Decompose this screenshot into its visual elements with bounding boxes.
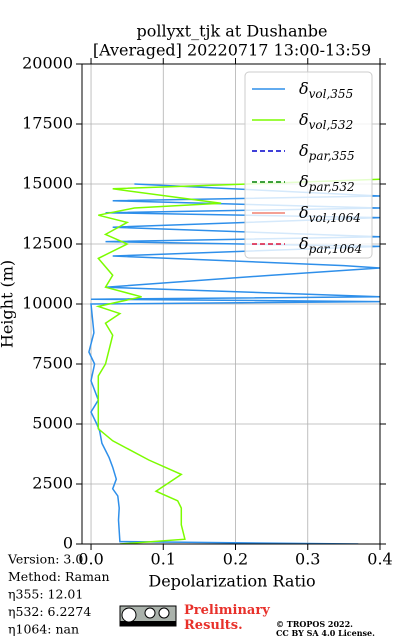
legend-label: δvol,532 xyxy=(299,110,353,132)
x-axis-label: Depolarization Ratio xyxy=(148,572,315,591)
legend-label: δvol,1064 xyxy=(299,203,361,225)
y-tick-label: 17500 xyxy=(22,114,73,133)
x-tick-label: 0.3 xyxy=(295,550,320,569)
legend-label: δvol,355 xyxy=(299,79,353,101)
profile-line xyxy=(95,178,380,544)
y-tick-label: 20000 xyxy=(22,54,73,73)
legend-label: δpar,355 xyxy=(299,141,355,163)
y-tick-label: 5000 xyxy=(32,414,73,433)
legend-label: δpar,1064 xyxy=(299,234,362,256)
y-tick-label: 0 xyxy=(63,534,73,553)
cc-logo xyxy=(119,605,177,627)
y-tick-label: 15000 xyxy=(22,174,73,193)
chart-subtitle: [Averaged] 20220717 13:00-13:59 xyxy=(93,41,371,60)
plot-frame xyxy=(81,63,381,545)
x-tick-label: 0.2 xyxy=(223,550,248,569)
info-line: η355: 12.01 xyxy=(8,587,83,602)
profile-line xyxy=(88,183,380,544)
license: CC BY SA 4.0 License. xyxy=(276,628,375,638)
info-line: Version: 3.0 xyxy=(7,552,83,567)
info-block: Version: 3.0 Method: Raman η355: 12.01 η532… xyxy=(7,552,110,637)
copyright: © TROPOS 2022. xyxy=(276,619,353,629)
preliminary-text: Preliminary Results. xyxy=(184,603,270,633)
chart-title: pollyxt_tjk at Dushanbe xyxy=(136,22,327,41)
info-line: η532: 6.2274 xyxy=(8,604,91,619)
legend-label: δpar,532 xyxy=(299,172,355,194)
legend: δvol,355 δvol,532 δpar,355 δpar,532 δvol,106… xyxy=(244,71,373,259)
x-tick-label: 0.4 xyxy=(367,550,392,569)
info-line: η1064: nan xyxy=(8,622,79,637)
y-axis-label: Height (m) xyxy=(0,260,17,348)
y-tick-label: 2500 xyxy=(32,474,73,493)
x-tick-label: 0.1 xyxy=(151,550,176,569)
x-tick-label: 0.0 xyxy=(78,550,103,569)
y-tick-label: 10000 xyxy=(22,294,73,313)
y-tick-label: 12500 xyxy=(22,234,73,253)
legend-box xyxy=(244,71,373,259)
info-line: Method: Raman xyxy=(8,569,110,584)
y-tick-label: 7500 xyxy=(32,354,73,373)
